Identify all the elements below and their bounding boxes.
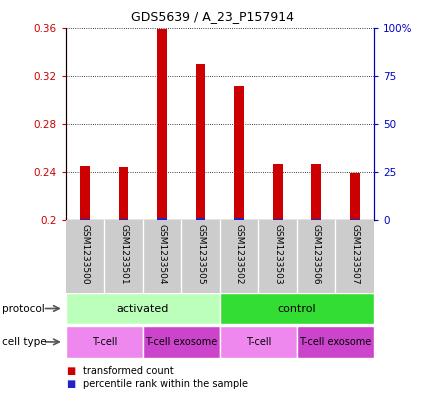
Text: T-cell exosome: T-cell exosome [145,337,218,347]
Bar [66,326,143,358]
Text: activated: activated [117,303,169,314]
Bar [66,293,220,324]
Bar [297,326,374,358]
Bar [312,219,321,220]
Text: GDS5639 / A_23_P157914: GDS5639 / A_23_P157914 [131,10,294,23]
Bar [234,86,244,220]
Bar [196,218,206,220]
Bar [143,326,220,358]
Bar [350,219,360,220]
Text: GSM1233501: GSM1233501 [119,224,128,285]
Text: GSM1233506: GSM1233506 [312,224,321,285]
Bar [119,167,128,220]
Text: GSM1233504: GSM1233504 [158,224,167,284]
Text: ■: ■ [66,379,75,389]
Bar [119,219,128,220]
Bar [350,173,360,220]
Text: GSM1233502: GSM1233502 [235,224,244,284]
Bar [273,163,283,220]
Text: ■: ■ [66,366,75,376]
Text: GSM1233505: GSM1233505 [196,224,205,285]
Text: control: control [278,303,316,314]
Bar [157,29,167,220]
Bar [157,218,167,220]
Text: T-cell exosome: T-cell exosome [299,337,371,347]
Bar [273,219,283,220]
Text: GSM1233507: GSM1233507 [350,224,359,285]
Text: percentile rank within the sample: percentile rank within the sample [83,379,248,389]
Bar [220,326,297,358]
Text: GSM1233500: GSM1233500 [81,224,90,285]
Bar [80,219,90,220]
Text: cell type: cell type [2,337,47,347]
Text: T-cell: T-cell [92,337,117,347]
Bar [196,64,206,220]
Bar [220,293,374,324]
Text: protocol: protocol [2,303,45,314]
Bar [312,163,321,220]
Bar [234,218,244,220]
Text: T-cell: T-cell [246,337,271,347]
Text: transformed count: transformed count [83,366,174,376]
Text: GSM1233503: GSM1233503 [273,224,282,285]
Bar [80,166,90,220]
